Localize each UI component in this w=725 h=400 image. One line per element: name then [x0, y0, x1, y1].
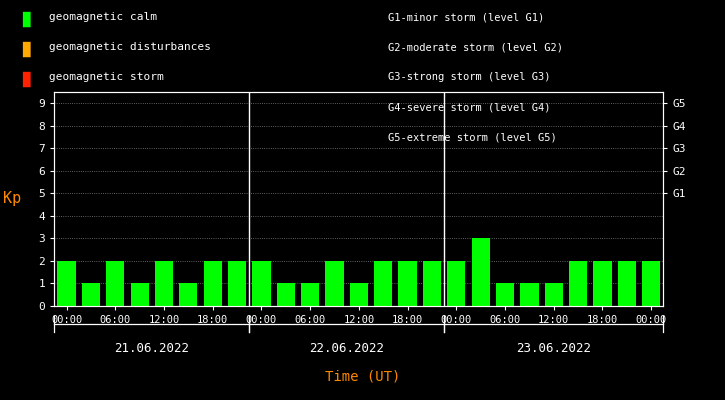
Bar	[301, 284, 319, 306]
Bar	[228, 261, 247, 306]
Bar	[569, 261, 587, 306]
Bar	[130, 284, 149, 306]
Bar	[544, 284, 563, 306]
Bar	[326, 261, 344, 306]
Bar	[277, 284, 295, 306]
Bar	[106, 261, 125, 306]
Text: G2-moderate storm (level G2): G2-moderate storm (level G2)	[388, 42, 563, 52]
Text: Time (UT): Time (UT)	[325, 370, 400, 384]
Text: geomagnetic calm: geomagnetic calm	[49, 12, 157, 22]
Bar	[252, 261, 270, 306]
Bar	[423, 261, 441, 306]
Text: █: █	[22, 12, 29, 28]
Bar	[399, 261, 417, 306]
Text: G4-severe storm (level G4): G4-severe storm (level G4)	[388, 102, 550, 112]
Text: 23.06.2022: 23.06.2022	[516, 342, 592, 355]
Text: G1-minor storm (level G1): G1-minor storm (level G1)	[388, 12, 544, 22]
Text: geomagnetic disturbances: geomagnetic disturbances	[49, 42, 211, 52]
Bar	[374, 261, 392, 306]
Text: Kp: Kp	[3, 192, 21, 206]
Text: █: █	[22, 72, 29, 88]
Bar	[349, 284, 368, 306]
Text: geomagnetic storm: geomagnetic storm	[49, 72, 164, 82]
Bar	[496, 284, 514, 306]
Bar	[179, 284, 197, 306]
Text: █: █	[22, 42, 29, 58]
Text: 22.06.2022: 22.06.2022	[309, 342, 384, 355]
Text: 21.06.2022: 21.06.2022	[115, 342, 189, 355]
Bar	[82, 284, 100, 306]
Bar	[593, 261, 612, 306]
Bar	[447, 261, 465, 306]
Bar	[521, 284, 539, 306]
Text: G3-strong storm (level G3): G3-strong storm (level G3)	[388, 72, 550, 82]
Bar	[57, 261, 75, 306]
Bar	[618, 261, 636, 306]
Text: G5-extreme storm (level G5): G5-extreme storm (level G5)	[388, 132, 557, 142]
Bar	[471, 238, 490, 306]
Bar	[642, 261, 660, 306]
Bar	[155, 261, 173, 306]
Bar	[204, 261, 222, 306]
